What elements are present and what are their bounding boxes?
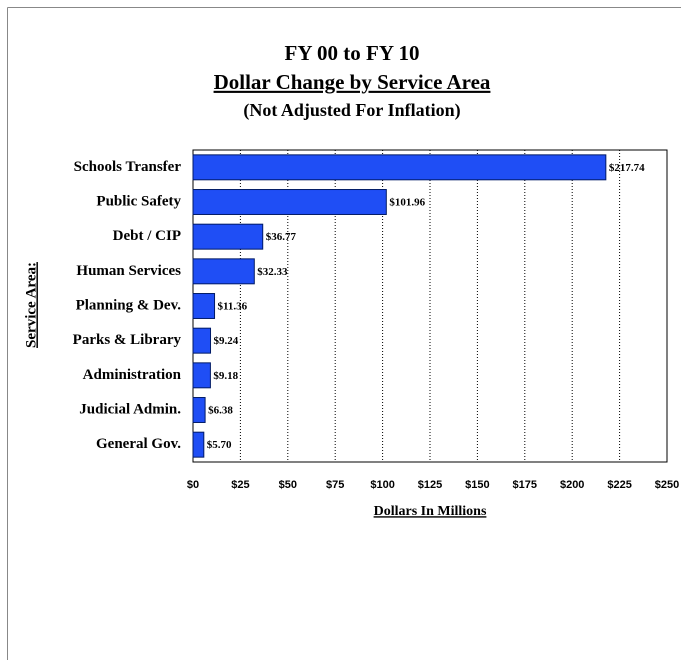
value-label: $9.24: [214, 335, 239, 347]
chart-subtitle: Dollar Change by Service Area: [214, 70, 491, 94]
chart-title: FY 00 to FY 10: [285, 41, 420, 65]
value-label: $11.36: [218, 301, 248, 313]
value-label: $32.33: [257, 266, 288, 278]
x-tick-label: $225: [607, 479, 631, 491]
bar: [192, 154, 607, 181]
value-label: $36.77: [266, 231, 297, 243]
x-tick-label: $200: [560, 479, 584, 491]
y-tick-label: General Gov.: [96, 436, 181, 452]
y-tick-label: Public Safety: [96, 193, 181, 209]
bar: [192, 327, 212, 354]
x-tick-label: $250: [655, 479, 679, 491]
y-tick-label: Administration: [83, 367, 182, 383]
bar: [192, 397, 206, 423]
x-tick-label: $175: [513, 479, 537, 491]
bar: [192, 431, 205, 458]
value-label: $217.74: [609, 162, 645, 174]
x-tick-label: $150: [465, 479, 489, 491]
x-tick-label: $50: [279, 479, 297, 491]
x-tick-label: $25: [231, 479, 249, 491]
y-axis-label: Service Area:: [23, 262, 39, 348]
value-label: $6.38: [208, 405, 233, 417]
bar: [192, 362, 211, 389]
x-tick-label: $100: [370, 479, 394, 491]
y-tick-label: Human Services: [76, 263, 181, 279]
value-label: $5.70: [207, 439, 232, 451]
y-tick-label: Debt / CIP: [113, 228, 181, 244]
bar: [192, 258, 255, 285]
x-tick-label: $75: [326, 479, 344, 491]
x-tick-label: $0: [187, 479, 199, 491]
value-label: $9.18: [213, 370, 238, 382]
value-label: $101.96: [389, 197, 425, 209]
chart-note: (Not Adjusted For Inflation): [243, 100, 460, 121]
bar: [192, 189, 387, 215]
y-tick-label: Parks & Library: [73, 332, 182, 348]
bar: [192, 223, 264, 250]
y-tick-label: Planning & Dev.: [76, 297, 182, 313]
bar: [192, 293, 216, 319]
y-tick-label: Judicial Admin.: [79, 401, 181, 417]
x-axis-label: Dollars In Millions: [374, 504, 487, 519]
x-tick-label: $125: [418, 479, 442, 491]
y-tick-label: Schools Transfer: [74, 159, 182, 175]
